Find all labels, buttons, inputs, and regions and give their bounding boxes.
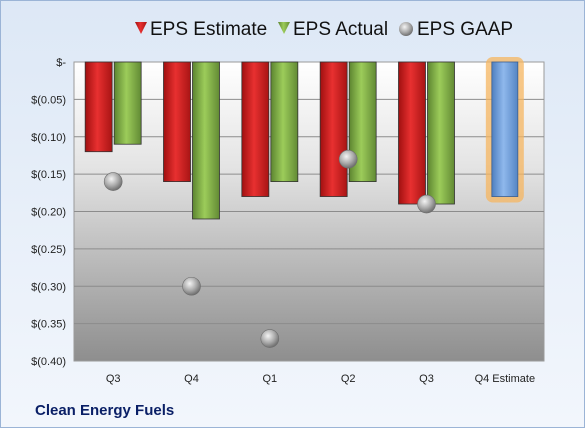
eps-estimate-bar	[319, 61, 348, 197]
eps-gaap-marker	[338, 149, 358, 169]
x-tick-label: Q4	[184, 373, 199, 385]
legend-label-eps-actual: EPS Actual	[293, 19, 388, 40]
y-tick-label: $(0.15)	[31, 169, 66, 181]
legend-label-eps-estimate: EPS Estimate	[150, 19, 267, 40]
y-tick-label: $(0.05)	[31, 94, 66, 106]
x-tick-label: Q4 Estimate	[475, 373, 536, 385]
eps-estimate-bar	[84, 61, 113, 153]
x-axis: Q3 Q4 Q1 Q2 Q3 Q4 Estimate	[106, 373, 535, 385]
eps-actual-bar	[427, 61, 455, 205]
x-tick-label: Q1	[262, 373, 277, 385]
eps-gaap-marker	[417, 194, 436, 214]
legend-label-eps-gaap: EPS GAAP	[417, 19, 513, 40]
legend-item-eps-actual: EPS Actual	[278, 19, 388, 40]
legend-marker-eps-gaap	[399, 22, 413, 36]
eps-gaap-marker	[182, 276, 201, 296]
q4-estimate-bar	[491, 61, 519, 197]
gaap-markers	[103, 149, 436, 348]
legend-marker-eps-actual	[278, 22, 290, 34]
y-tick-label: $(0.35)	[31, 319, 66, 331]
eps-gaap-marker	[260, 329, 280, 348]
legend-item-eps-estimate: EPS Estimate	[135, 19, 267, 40]
x-tick-label: Q2	[341, 373, 356, 385]
y-tick-label: $(0.25)	[31, 244, 66, 256]
eps-actual-bar	[270, 61, 299, 182]
y-tick-label: $-	[56, 57, 66, 69]
legend-marker-eps-estimate	[135, 22, 147, 34]
y-tick-label: $(0.10)	[31, 132, 66, 144]
eps-estimate-bar	[398, 61, 426, 205]
x-tick-label: Q3	[419, 373, 434, 385]
y-tick-label: $(0.30)	[31, 281, 66, 293]
eps-actual-bar	[192, 61, 220, 220]
company-name: Clean Energy Fuels	[35, 402, 175, 419]
gridlines	[74, 98, 544, 325]
eps-estimate-bar	[241, 61, 270, 197]
y-tick-label: $(0.40)	[31, 356, 66, 368]
eps-actual-bar	[113, 61, 142, 145]
eps-estimate-bar	[163, 61, 191, 182]
legend: EPS Estimate EPS Actual EPS GAAP	[135, 19, 513, 40]
x-tick-label: Q3	[106, 373, 121, 385]
y-tick-label: $(0.20)	[31, 207, 66, 219]
y-axis: $- $(0.05) $(0.10) $(0.15) $(0.20) $(0.25) $(0…	[31, 57, 66, 368]
forecast-glow	[485, 57, 524, 203]
eps-gaap-marker	[103, 172, 123, 191]
legend-item-eps-gaap: EPS GAAP	[399, 19, 513, 40]
